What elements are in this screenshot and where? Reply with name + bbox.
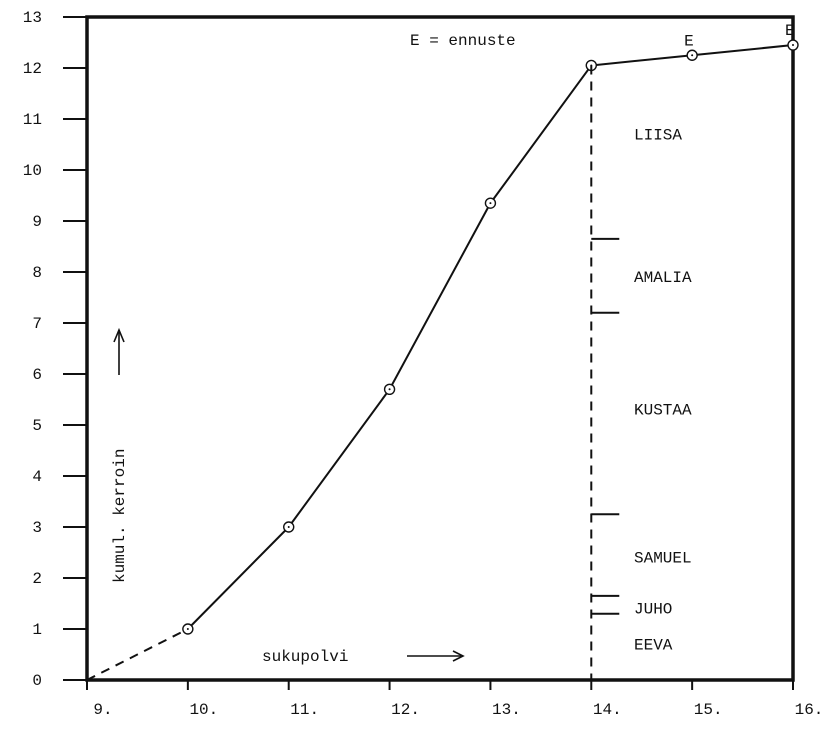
segment-label: LIISA (634, 126, 682, 144)
x-tick-label: 15. (694, 701, 723, 719)
y-tick-label: 6 (32, 366, 42, 384)
y-tick-label: 5 (32, 417, 42, 435)
y-tick-label: 1 (32, 621, 42, 639)
series-segment (187, 526, 290, 630)
x-tick-label: 10. (189, 701, 218, 719)
segment-label: SAMUEL (634, 550, 692, 568)
data-point-center (388, 388, 391, 391)
forecast-marker-label: E (684, 32, 694, 50)
data-point-center (186, 628, 189, 630)
series-segment (489, 64, 593, 204)
x-tick-label: 9. (93, 701, 112, 719)
y-tick-label: 12 (23, 60, 42, 78)
data-series: EE (86, 22, 799, 681)
y-tick-label: 4 (32, 468, 42, 486)
series-segment (287, 388, 391, 528)
y-tick-label: 11 (23, 111, 42, 129)
y-tick-label: 7 (32, 315, 42, 333)
series-segment (692, 44, 794, 57)
plot-frame (85, 15, 795, 682)
data-point-center (792, 44, 794, 47)
y-tick-label: 13 (23, 9, 42, 27)
y-tick-label: 3 (32, 519, 42, 537)
y-axis-arrow (113, 327, 125, 375)
series-segment (388, 202, 492, 390)
data-point-center (287, 526, 290, 528)
series-segment (591, 54, 693, 67)
segment-label: KUSTAA (634, 402, 692, 420)
x-axis-ticks: 9. 10. 11. 12. 13. 14. 15. 16. (86, 680, 824, 719)
x-tick-label: 11. (290, 701, 319, 719)
x-tick-label: 12. (391, 701, 420, 719)
extrapolation-segment (86, 628, 189, 681)
forecast-note: E = ennuste (410, 32, 516, 50)
y-axis-label: kumul. kerroin (111, 449, 129, 583)
chart-axes (85, 15, 795, 682)
y-tick-label: 0 (32, 672, 42, 690)
x-tick-label: 13. (492, 701, 521, 719)
y-tick-label: 8 (32, 264, 42, 282)
data-point-center (489, 202, 492, 205)
x-tick-label: 14. (593, 701, 622, 719)
segment-label: JUHO (634, 601, 672, 619)
y-tick-label: 2 (32, 570, 42, 588)
y-tick-label: 10 (23, 162, 42, 180)
x-axis-label: sukupolvi (262, 648, 348, 666)
segment-label: EEVA (634, 636, 673, 654)
segment-label: AMALIA (634, 269, 692, 287)
forecast-marker-label: E (785, 22, 795, 40)
y-tick-label: 9 (32, 213, 42, 231)
x-tick-label: 16. (795, 701, 824, 719)
segment-labels: EEVA JUHO SAMUEL KUSTAA AMALIA LIISA (634, 126, 692, 654)
data-point-center (691, 54, 694, 57)
segment-markers (590, 65, 620, 680)
x-axis-arrow (407, 650, 465, 662)
